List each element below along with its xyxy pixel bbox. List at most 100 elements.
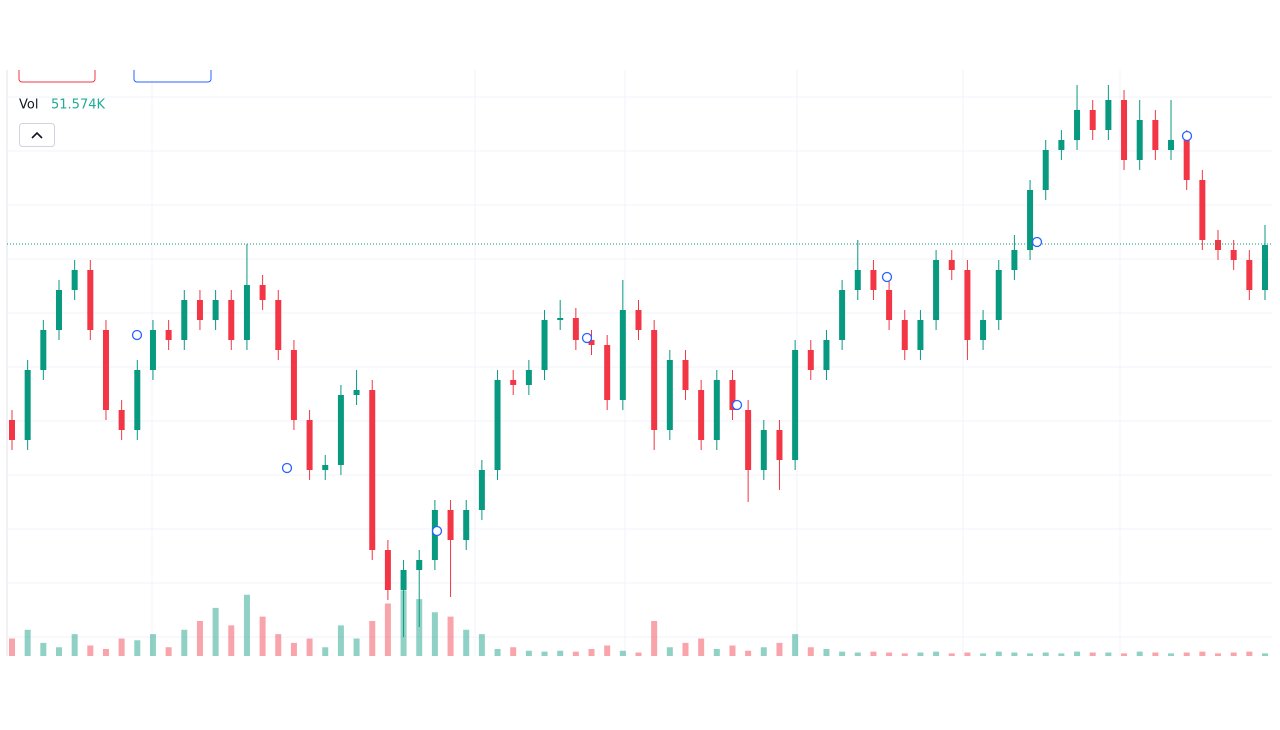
candle-body bbox=[1230, 250, 1237, 260]
candle-body bbox=[275, 300, 282, 350]
event-marker[interactable] bbox=[581, 332, 593, 344]
candle-body bbox=[134, 370, 141, 430]
candle-body bbox=[854, 270, 861, 290]
volume-bar bbox=[1152, 652, 1159, 656]
event-marker[interactable] bbox=[131, 329, 143, 341]
candle-body bbox=[353, 390, 360, 395]
candle-body bbox=[306, 420, 313, 470]
volume-bar bbox=[557, 650, 564, 656]
volume-bar bbox=[9, 638, 15, 656]
volume-bar bbox=[948, 653, 955, 656]
volume-bar bbox=[917, 652, 924, 656]
candle-body bbox=[181, 300, 188, 340]
event-marker[interactable] bbox=[1181, 130, 1193, 142]
volume-bar bbox=[447, 616, 454, 656]
candle-body bbox=[400, 570, 407, 590]
candle-body bbox=[635, 310, 642, 330]
event-marker[interactable] bbox=[431, 525, 443, 537]
volume-bar bbox=[1262, 653, 1268, 656]
event-marker[interactable] bbox=[281, 462, 293, 474]
volume-bar bbox=[322, 647, 329, 656]
candle-body bbox=[886, 290, 893, 320]
volume-legend-name: Vol bbox=[19, 98, 38, 113]
volume-bar bbox=[1183, 652, 1190, 656]
volume-bar bbox=[1058, 653, 1065, 656]
candle-body bbox=[1183, 140, 1190, 180]
volume-legend-value: 51.574K bbox=[51, 98, 105, 113]
volume-bar bbox=[275, 634, 282, 656]
volume-bar bbox=[212, 607, 219, 656]
candle-body bbox=[901, 320, 908, 350]
volume-bar bbox=[745, 650, 752, 656]
event-marker[interactable] bbox=[731, 399, 743, 411]
candle-body bbox=[964, 270, 971, 340]
candle-body bbox=[729, 380, 736, 410]
candle-body bbox=[447, 510, 454, 540]
candle-body bbox=[1011, 250, 1018, 270]
volume-bar bbox=[259, 616, 266, 656]
volume-bar bbox=[306, 638, 313, 656]
candle-body bbox=[651, 330, 658, 430]
volume-bar bbox=[71, 634, 78, 656]
volume-bar bbox=[541, 651, 548, 656]
collapse-button[interactable] bbox=[19, 123, 55, 147]
volume-bar bbox=[1105, 652, 1112, 656]
candle-body bbox=[337, 395, 344, 465]
candle-body bbox=[55, 290, 62, 330]
candle-body bbox=[1152, 120, 1159, 150]
volume-bar bbox=[901, 653, 908, 656]
candle-body bbox=[416, 560, 423, 570]
volume-bar bbox=[1121, 653, 1128, 656]
candle-body bbox=[228, 300, 235, 340]
candle-body bbox=[384, 550, 391, 590]
candle-body bbox=[870, 270, 877, 290]
volume-bar bbox=[40, 642, 47, 656]
volume-bar bbox=[87, 645, 94, 656]
candle-body bbox=[165, 330, 172, 340]
volume-bar bbox=[619, 650, 626, 656]
candle-body bbox=[933, 260, 940, 320]
candle-body bbox=[1199, 180, 1206, 240]
volume-bar bbox=[525, 650, 532, 656]
event-marker[interactable] bbox=[881, 271, 893, 283]
volume-bar bbox=[682, 642, 689, 656]
candle-body bbox=[1121, 100, 1128, 160]
candle-body bbox=[1089, 110, 1096, 130]
candle-body bbox=[604, 345, 611, 400]
volume-bar bbox=[1215, 653, 1222, 656]
volume-bar bbox=[228, 625, 235, 656]
volume-bar bbox=[290, 642, 297, 656]
volume-bar bbox=[118, 638, 125, 656]
candle-body bbox=[243, 285, 250, 340]
candle-body bbox=[1136, 120, 1143, 160]
candle-body bbox=[24, 370, 31, 440]
volume-bar bbox=[181, 629, 188, 656]
volume-bar bbox=[384, 603, 391, 656]
volume-bar bbox=[1168, 653, 1175, 656]
candle-body bbox=[541, 320, 548, 370]
candle-body bbox=[698, 390, 705, 440]
event-marker[interactable] bbox=[1031, 236, 1043, 248]
volume-bar bbox=[839, 651, 846, 656]
volume-bar bbox=[572, 651, 579, 656]
candle-body bbox=[87, 270, 94, 330]
candle-body bbox=[1042, 150, 1049, 190]
candle-body bbox=[995, 270, 1002, 320]
volume-bar bbox=[1011, 652, 1018, 656]
volume-bar bbox=[55, 647, 62, 656]
candle-body bbox=[290, 350, 297, 420]
candle-body bbox=[980, 320, 987, 340]
candle-body bbox=[1215, 240, 1222, 250]
volume-bar bbox=[134, 640, 141, 656]
volume-bar bbox=[1074, 651, 1081, 656]
volume-bar bbox=[760, 647, 767, 656]
candle-body bbox=[71, 270, 78, 290]
volume-bar bbox=[964, 652, 971, 656]
candle-body bbox=[494, 380, 501, 470]
candle-body bbox=[1074, 110, 1081, 140]
candle-body bbox=[149, 330, 156, 370]
candle-body bbox=[322, 465, 329, 470]
candle-body bbox=[948, 260, 955, 270]
